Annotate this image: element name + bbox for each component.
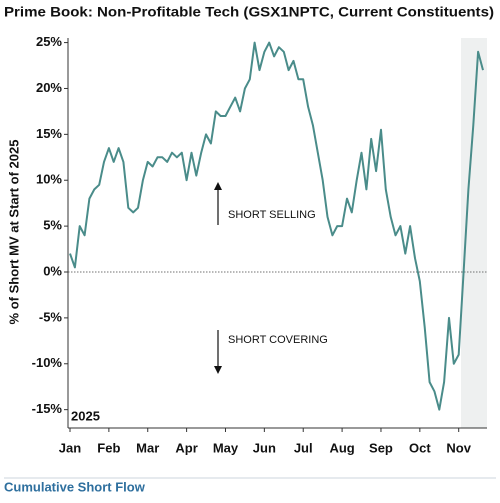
x-tick-label: Aug: [329, 440, 354, 455]
x-tick-label: Jan: [59, 440, 81, 455]
y-tick-label: -5%: [39, 309, 63, 324]
y-tick-label: 25%: [36, 34, 62, 49]
year-label: 2025: [71, 408, 100, 423]
x-tick-label: Mar: [136, 440, 159, 455]
x-tick-label: Jun: [253, 440, 276, 455]
annotation: SHORT SELLING: [228, 209, 316, 221]
y-tick-label: 0%: [43, 263, 62, 278]
x-tick-label: Apr: [175, 440, 197, 455]
x-tick-label: May: [213, 440, 239, 455]
x-tick-label: Sep: [369, 440, 393, 455]
y-tick-label: 15%: [36, 126, 62, 141]
footer: Cumulative Short Flow: [4, 479, 146, 494]
y-tick-label: 20%: [36, 80, 62, 95]
y-tick-label: 10%: [36, 172, 62, 187]
x-tick-label: Nov: [446, 440, 471, 455]
y-tick-label: 5%: [43, 218, 62, 233]
up-arrow-head: [214, 182, 222, 190]
y-tick-label: -10%: [32, 355, 63, 370]
chart-title: Prime Book: Non-Profitable Tech (GSX1NPT…: [4, 4, 494, 20]
y-tick-label: -15%: [32, 401, 63, 416]
annotation: SHORT COVERING: [228, 334, 328, 346]
down-arrow-head: [214, 366, 222, 374]
line-series: [69, 41, 484, 411]
x-tick-label: Oct: [409, 440, 431, 455]
x-tick-label: Feb: [97, 440, 120, 455]
y-axis-label: % of Short MV at Start of 2025: [6, 140, 21, 325]
x-tick-label: Jul: [294, 440, 313, 455]
